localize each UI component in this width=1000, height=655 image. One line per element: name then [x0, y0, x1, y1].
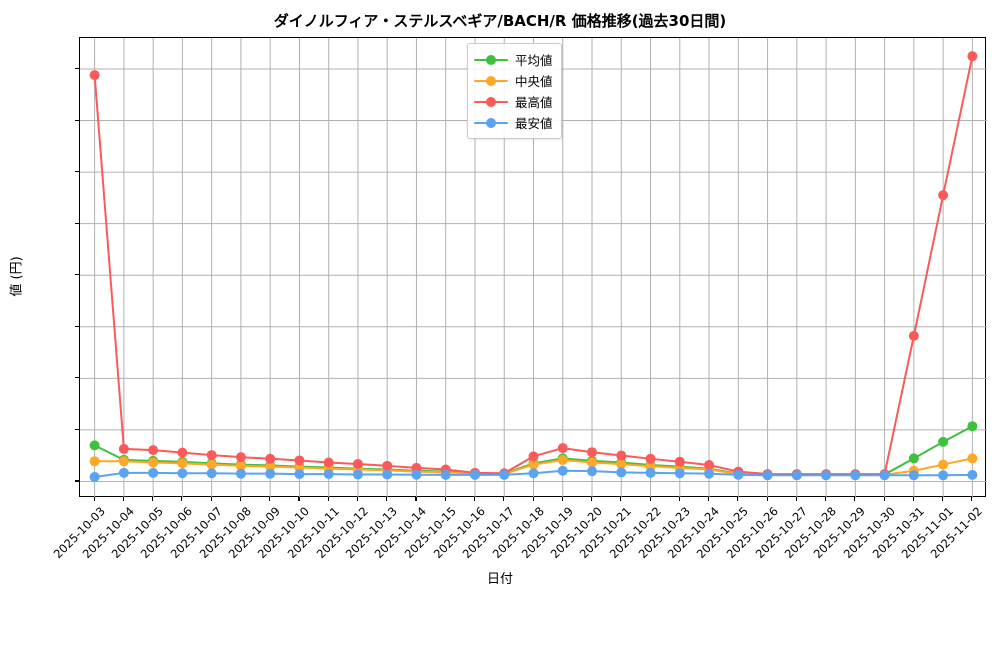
series-point [411, 469, 422, 480]
series-point [382, 469, 393, 480]
series-point [89, 440, 100, 451]
chart-legend: 平均値中央値最高値最安値 [467, 43, 562, 139]
series-point [587, 466, 598, 477]
legend-item-3[interactable]: 最高値 [474, 91, 553, 112]
series-point [118, 467, 129, 478]
series-point [704, 468, 715, 479]
legend-swatch-icon [474, 74, 508, 88]
y-axis-label: 値 (円) [9, 256, 25, 297]
series-point [645, 467, 656, 478]
legend-swatch-icon [474, 53, 508, 67]
series-point [206, 450, 217, 461]
series-point [235, 460, 246, 471]
series-point [235, 468, 246, 479]
series-point [177, 468, 188, 479]
chart-title: ダイノルフィア・ステルスベギア/BACH/R 価格推移(過去30日間) [273, 12, 727, 30]
series-point [89, 456, 100, 467]
series-point [265, 468, 276, 479]
series-point [323, 457, 334, 468]
legend-item-4[interactable]: 最安値 [474, 112, 553, 133]
series-point [557, 455, 568, 466]
series-point [704, 459, 715, 470]
series-point [440, 469, 451, 480]
series-point [265, 461, 276, 472]
series-point [587, 447, 598, 458]
series-point [938, 436, 949, 447]
series-point [850, 470, 861, 481]
series-point [294, 455, 305, 466]
series-point [148, 445, 159, 456]
series-point [352, 469, 363, 480]
series-point [265, 453, 276, 464]
series-point [382, 460, 393, 471]
series-point [616, 467, 627, 478]
series-point [148, 467, 159, 478]
chart-figure: ダイノルフィア・ステルスベギア/BACH/R 価格推移(過去30日間) 0250… [9, 12, 987, 587]
legend-label: 最高値 [515, 95, 553, 110]
series-point [352, 458, 363, 469]
legend-label: 最安値 [515, 116, 553, 131]
series-point [118, 456, 129, 467]
series-point [674, 456, 685, 467]
series-point [528, 459, 539, 470]
series-point [148, 457, 159, 468]
series-point [762, 470, 773, 481]
series-point [967, 51, 978, 62]
series-point [557, 465, 568, 476]
series-point [294, 469, 305, 480]
series-point [733, 469, 744, 480]
series-point [967, 469, 978, 480]
series-point [528, 451, 539, 462]
series-point [206, 459, 217, 470]
series-point [967, 453, 978, 464]
legend-swatch-icon [474, 116, 508, 130]
series-point [528, 468, 539, 479]
legend-swatch-icon [474, 95, 508, 109]
legend-label: 平均値 [515, 53, 553, 68]
series-point [821, 470, 832, 481]
series-point [938, 459, 949, 470]
series-point [89, 471, 100, 482]
series-point [908, 330, 919, 341]
legend-label: 中央値 [515, 74, 553, 89]
data-series-layer [89, 51, 978, 482]
series-point [177, 447, 188, 458]
series-point [908, 470, 919, 481]
series-point [938, 190, 949, 201]
x-axis-label: 日付 [486, 572, 513, 587]
legend-item-2[interactable]: 中央値 [474, 70, 553, 91]
series-point [879, 470, 890, 481]
series-point [908, 453, 919, 464]
series-point [674, 468, 685, 479]
series-point [323, 469, 334, 480]
series-point [938, 470, 949, 481]
legend-item-1[interactable]: 平均値 [474, 49, 553, 70]
series-point [967, 421, 978, 432]
series-point [235, 452, 246, 463]
series-point [791, 470, 802, 481]
series-point [206, 468, 217, 479]
series-point [177, 458, 188, 469]
series-point [616, 450, 627, 461]
series-point [118, 443, 129, 454]
series-point [469, 469, 480, 480]
series-point [645, 453, 656, 464]
series-point [89, 70, 100, 81]
series-point [499, 469, 510, 480]
series-point [616, 459, 627, 470]
series-point [587, 457, 598, 468]
series-point [557, 443, 568, 454]
grid-lines [80, 38, 987, 498]
